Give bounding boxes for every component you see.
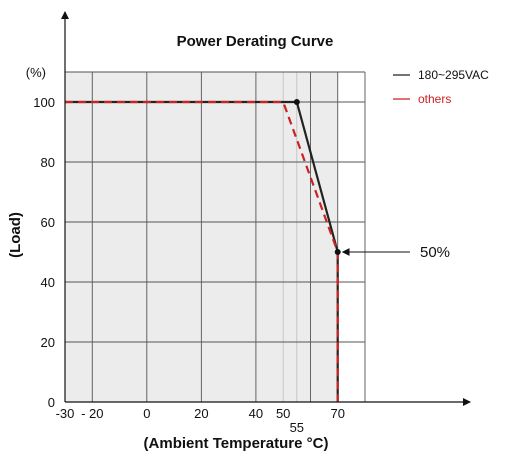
y-tick-label: 60 (41, 215, 55, 230)
y-tick-label: 80 (41, 155, 55, 170)
data-point-marker (293, 99, 300, 105)
x-tick-label: 20 (194, 406, 208, 421)
x-tick-label: 0 (143, 406, 150, 421)
y-tick-label: 100 (33, 95, 55, 110)
y-tick-label: 40 (41, 275, 55, 290)
x-tick-label: - 20 (81, 406, 103, 421)
legend: 180~295VAC others (393, 68, 489, 106)
series-lines (65, 100, 339, 402)
x-tick-label: 70 (330, 406, 344, 421)
series-line-1 (65, 100, 339, 402)
legend-label-others: others (418, 92, 451, 106)
x-tick-label: 50 (276, 406, 290, 421)
data-markers (293, 99, 341, 255)
data-point-marker (334, 249, 341, 255)
annotation-label: 50% (420, 244, 450, 261)
y-tick-label: 20 (41, 335, 55, 350)
annotations: 50% (341, 244, 450, 261)
x-tick-label: 40 (249, 406, 263, 421)
axes (61, 11, 471, 406)
y-tick-label: 0 (48, 395, 55, 410)
y-unit-label: (%) (26, 65, 46, 80)
x-tick-label: -30 (56, 406, 75, 421)
y-axis-title: (Load) (7, 212, 24, 258)
legend-label-180-295vac: 180~295VAC (418, 68, 489, 82)
series-line-0 (65, 100, 339, 402)
chart-title: Power Derating Curve (177, 33, 334, 50)
x-axis-title: (Ambient Temperature °C) (144, 435, 329, 452)
x-tick-label: 55 (290, 420, 304, 435)
